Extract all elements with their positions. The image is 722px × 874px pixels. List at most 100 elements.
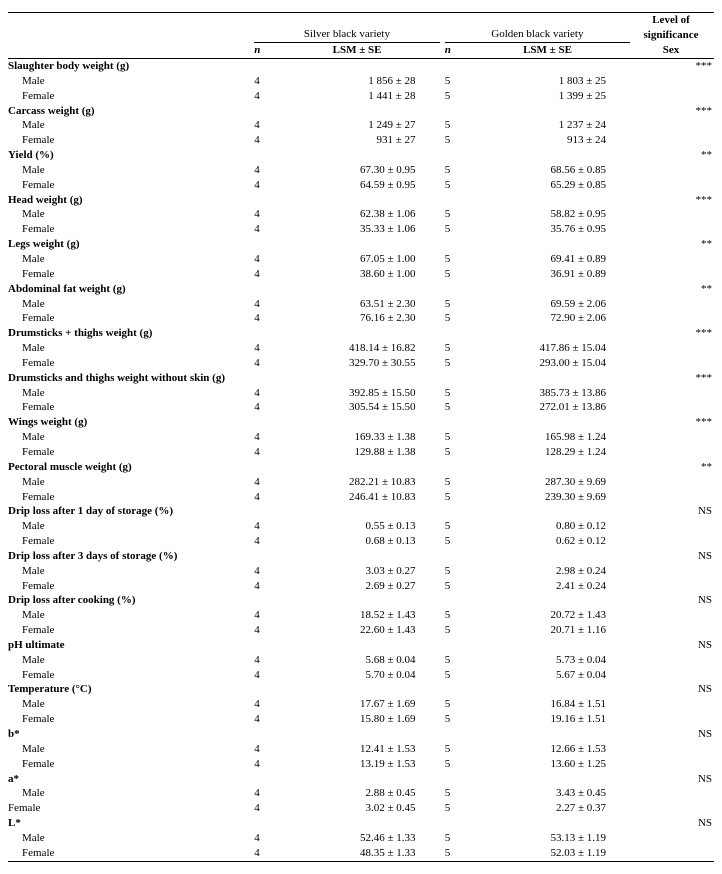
column-header-lsm2: LSM ± SE bbox=[489, 43, 630, 59]
n2-value: 5 bbox=[445, 341, 489, 356]
lsm2-value: 35.76 ± 0.95 bbox=[489, 222, 630, 237]
lsm1-value: 1 441 ± 28 bbox=[299, 89, 440, 104]
lsm2-value: 417.86 ± 15.04 bbox=[489, 341, 630, 356]
n2-value: 5 bbox=[445, 133, 489, 148]
group-title: Pectoral muscle weight (g) bbox=[8, 460, 254, 475]
n2-value: 5 bbox=[445, 475, 489, 490]
significance-value: *** bbox=[630, 326, 714, 341]
lsm2-value: 293.00 ± 15.04 bbox=[489, 356, 630, 371]
n2-value: 5 bbox=[445, 118, 489, 133]
group-title: Drumsticks + thighs weight (g) bbox=[8, 326, 254, 341]
n1-value: 4 bbox=[254, 163, 298, 178]
significance-value: *** bbox=[630, 371, 714, 386]
sex-label: Male bbox=[8, 697, 254, 712]
lsm1-value: 305.54 ± 15.50 bbox=[299, 400, 440, 415]
n1-value: 4 bbox=[254, 831, 298, 846]
lsm2-value: 1 237 ± 24 bbox=[489, 118, 630, 133]
lsm1-value: 129.88 ± 1.38 bbox=[299, 445, 440, 460]
n2-value: 5 bbox=[445, 74, 489, 89]
lsm1-value: 329.70 ± 30.55 bbox=[299, 356, 440, 371]
group-title: Drip loss after cooking (%) bbox=[8, 593, 254, 608]
sex-label: Male bbox=[8, 742, 254, 757]
n1-value: 4 bbox=[254, 668, 298, 683]
lsm1-value: 282.21 ± 10.83 bbox=[299, 475, 440, 490]
lsm1-value: 2.69 ± 0.27 bbox=[299, 579, 440, 594]
lsm1-value: 17.67 ± 1.69 bbox=[299, 697, 440, 712]
lsm2-value: 53.13 ± 1.19 bbox=[489, 831, 630, 846]
n1-value: 4 bbox=[254, 267, 298, 282]
lsm2-value: 58.82 ± 0.95 bbox=[489, 207, 630, 222]
n1-value: 4 bbox=[254, 564, 298, 579]
n1-value: 4 bbox=[254, 697, 298, 712]
n1-value: 4 bbox=[254, 846, 298, 861]
n2-value: 5 bbox=[445, 757, 489, 772]
group-title: Drumsticks and thighs weight without ski… bbox=[8, 371, 254, 386]
lsm2-value: 3.43 ± 0.45 bbox=[489, 786, 630, 801]
group-title: Legs weight (g) bbox=[8, 237, 254, 252]
lsm1-value: 169.33 ± 1.38 bbox=[299, 430, 440, 445]
lsm2-value: 165.98 ± 1.24 bbox=[489, 430, 630, 445]
n2-value: 5 bbox=[445, 400, 489, 415]
lsm2-value: 13.60 ± 1.25 bbox=[489, 757, 630, 772]
n2-value: 5 bbox=[445, 311, 489, 326]
n2-value: 5 bbox=[445, 178, 489, 193]
n2-value: 5 bbox=[445, 846, 489, 861]
lsm2-value: 385.73 ± 13.86 bbox=[489, 386, 630, 401]
sex-label: Female bbox=[8, 846, 254, 861]
sex-label: Male bbox=[8, 252, 254, 267]
n1-value: 4 bbox=[254, 178, 298, 193]
lsm2-value: 128.29 ± 1.24 bbox=[489, 445, 630, 460]
sex-label: Male bbox=[8, 386, 254, 401]
lsm1-value: 67.05 ± 1.00 bbox=[299, 252, 440, 267]
n1-value: 4 bbox=[254, 712, 298, 727]
lsm2-value: 1 399 ± 25 bbox=[489, 89, 630, 104]
lsm1-value: 0.55 ± 0.13 bbox=[299, 519, 440, 534]
n1-value: 4 bbox=[254, 519, 298, 534]
lsm1-value: 22.60 ± 1.43 bbox=[299, 623, 440, 638]
column-header-variety2: Golden black variety bbox=[445, 13, 630, 43]
sex-label: Female bbox=[8, 534, 254, 549]
n1-value: 4 bbox=[254, 475, 298, 490]
lsm2-value: 5.73 ± 0.04 bbox=[489, 653, 630, 668]
sex-label: Female bbox=[8, 400, 254, 415]
sex-label: Female bbox=[8, 445, 254, 460]
column-header-n1: n bbox=[254, 43, 298, 59]
n1-value: 4 bbox=[254, 297, 298, 312]
sex-label: Female bbox=[8, 801, 254, 816]
sex-label: Female bbox=[8, 178, 254, 193]
sex-label: Male bbox=[8, 430, 254, 445]
n1-value: 4 bbox=[254, 430, 298, 445]
data-table: Silver black variety Golden black variet… bbox=[8, 12, 714, 862]
lsm1-value: 12.41 ± 1.53 bbox=[299, 742, 440, 757]
n1-value: 4 bbox=[254, 341, 298, 356]
lsm2-value: 2.41 ± 0.24 bbox=[489, 579, 630, 594]
n1-value: 4 bbox=[254, 742, 298, 757]
lsm1-value: 76.16 ± 2.30 bbox=[299, 311, 440, 326]
n1-value: 4 bbox=[254, 534, 298, 549]
significance-value: NS bbox=[630, 772, 714, 787]
lsm1-value: 3.03 ± 0.27 bbox=[299, 564, 440, 579]
n2-value: 5 bbox=[445, 89, 489, 104]
lsm2-value: 12.66 ± 1.53 bbox=[489, 742, 630, 757]
n2-value: 5 bbox=[445, 786, 489, 801]
n1-value: 4 bbox=[254, 757, 298, 772]
lsm2-value: 913 ± 24 bbox=[489, 133, 630, 148]
lsm2-value: 2.98 ± 0.24 bbox=[489, 564, 630, 579]
group-title: Temperature (°C) bbox=[8, 682, 254, 697]
sex-label: Female bbox=[8, 222, 254, 237]
lsm2-value: 68.56 ± 0.85 bbox=[489, 163, 630, 178]
n2-value: 5 bbox=[445, 623, 489, 638]
group-title: Drip loss after 1 day of storage (%) bbox=[8, 504, 254, 519]
n1-value: 4 bbox=[254, 579, 298, 594]
significance-value: NS bbox=[630, 504, 714, 519]
n1-value: 4 bbox=[254, 801, 298, 816]
n2-value: 5 bbox=[445, 490, 489, 505]
lsm1-value: 5.68 ± 0.04 bbox=[299, 653, 440, 668]
significance-value: ** bbox=[630, 460, 714, 475]
lsm1-value: 1 856 ± 28 bbox=[299, 74, 440, 89]
lsm2-value: 0.80 ± 0.12 bbox=[489, 519, 630, 534]
lsm2-value: 20.72 ± 1.43 bbox=[489, 608, 630, 623]
lsm1-value: 63.51 ± 2.30 bbox=[299, 297, 440, 312]
group-title: Wings weight (g) bbox=[8, 415, 254, 430]
n2-value: 5 bbox=[445, 564, 489, 579]
